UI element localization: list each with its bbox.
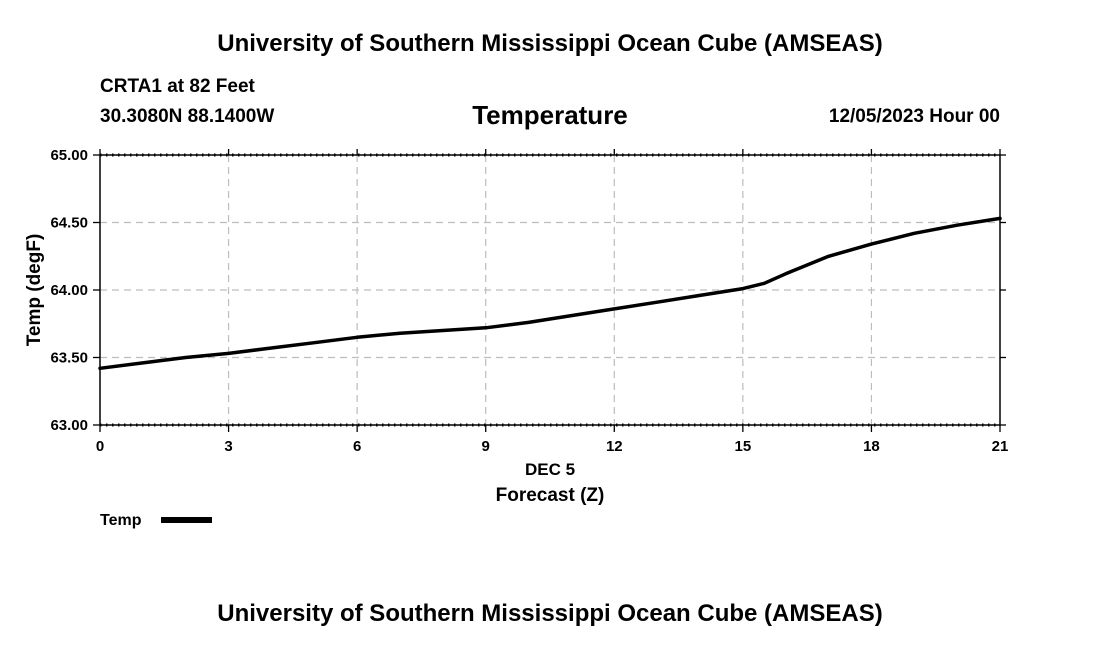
station-label: CRTA1 at 82 Feet bbox=[100, 76, 255, 97]
y-axis-label: Temp (degF) bbox=[24, 234, 45, 347]
x-tick-label: 6 bbox=[353, 438, 361, 455]
series-line-temp bbox=[98, 216, 1002, 371]
chart-title: Temperature bbox=[472, 100, 628, 130]
y-tick-label: 64.50 bbox=[50, 215, 88, 232]
y-tick-label: 63.00 bbox=[50, 417, 88, 434]
y-tick-labels: 63.00 63.50 64.00 64.50 65.00 bbox=[50, 147, 88, 434]
grid bbox=[100, 155, 1000, 425]
x-tick-label: 9 bbox=[482, 438, 490, 455]
x-tick-labels: 0 3 6 9 12 15 18 21 bbox=[96, 438, 1009, 455]
top-title: University of Southern Mississippi Ocean… bbox=[217, 30, 883, 57]
y-tick-label: 65.00 bbox=[50, 147, 88, 164]
frame-dots bbox=[100, 153, 1000, 427]
legend-label-temp: Temp bbox=[100, 512, 142, 529]
y-tick-label: 64.00 bbox=[50, 282, 88, 299]
x-tick-label: 12 bbox=[606, 438, 623, 455]
y-tick-label: 63.50 bbox=[50, 350, 88, 367]
x-tick-label: 15 bbox=[735, 438, 752, 455]
legend: Temp bbox=[100, 512, 212, 529]
coords-label: 30.3080N 88.1400W bbox=[100, 106, 275, 127]
temperature-chart: 0 3 6 9 12 15 18 21 63.00 63.50 64.00 64.50 65.00 D… bbox=[24, 147, 1009, 529]
bottom-title: University of Southern Mississippi Ocean… bbox=[217, 600, 883, 627]
datetime-label: 12/05/2023 Hour 00 bbox=[828, 106, 1000, 127]
series-layer bbox=[98, 216, 1002, 371]
x-tick-label: 0 bbox=[96, 438, 104, 455]
ticks bbox=[93, 149, 1006, 432]
x-axis-sublabel: DEC 5 bbox=[525, 460, 575, 479]
x-tick-label: 21 bbox=[992, 438, 1009, 455]
x-tick-label: 18 bbox=[863, 438, 880, 455]
x-axis-label: Forecast (Z) bbox=[496, 485, 605, 506]
x-tick-label: 3 bbox=[224, 438, 232, 455]
